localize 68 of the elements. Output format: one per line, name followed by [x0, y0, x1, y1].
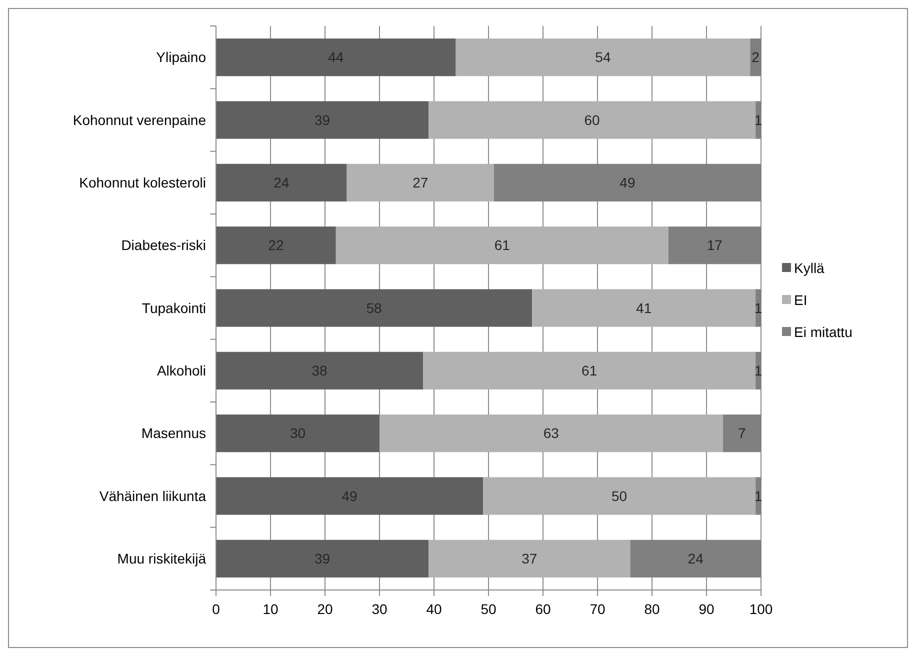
y-tick-label: Alkoholi	[156, 362, 206, 379]
bar	[216, 540, 429, 578]
y-tick-label: Masennus	[141, 425, 206, 442]
data-label: 63	[543, 425, 560, 442]
data-label: 61	[494, 237, 510, 254]
bar	[336, 226, 668, 264]
data-label: 22	[268, 237, 284, 254]
data-label: 24	[688, 550, 704, 567]
data-label: 1	[754, 362, 762, 379]
y-tick-label: Ylipaino	[156, 49, 206, 66]
data-label: 39	[314, 550, 330, 567]
x-tick-label: 100	[749, 601, 773, 617]
data-label: 2	[752, 49, 760, 66]
bar	[216, 352, 424, 390]
y-tick-label: Kohonnut kolesteroli	[79, 174, 206, 191]
bar	[380, 414, 723, 452]
bar	[428, 101, 756, 139]
data-label: 49	[620, 174, 636, 191]
bar	[216, 477, 484, 515]
y-tick-label: Kohonnut verenpaine	[72, 112, 206, 128]
legend-label: Kyllä	[794, 260, 825, 276]
y-tick-label: Vähäinen liikunta	[99, 488, 206, 504]
x-tick-label: 80	[644, 601, 660, 617]
x-tick-label: 70	[590, 601, 606, 617]
data-label: 38	[312, 362, 328, 379]
data-label: 27	[412, 174, 428, 191]
data-label: 41	[636, 300, 652, 316]
data-label: 1	[754, 112, 762, 128]
bar	[456, 38, 750, 76]
data-label: 24	[274, 174, 290, 191]
bar	[532, 289, 756, 327]
x-tick-label: 50	[480, 601, 496, 617]
legend-label: Ei mitattu	[794, 324, 852, 340]
data-label: 50	[612, 488, 628, 504]
bar	[216, 414, 380, 452]
x-tick-label: 10	[262, 601, 278, 617]
bar	[423, 352, 756, 390]
bar	[216, 226, 336, 264]
x-tick-label: 60	[535, 601, 551, 617]
data-label: 60	[584, 112, 600, 128]
x-tick-label: 0	[212, 601, 220, 617]
data-label: 49	[342, 488, 358, 504]
legend-label: EI	[794, 292, 808, 308]
bar	[346, 164, 494, 202]
data-label: 30	[290, 425, 306, 442]
y-tick-label: Diabetes-riski	[121, 237, 206, 254]
y-tick-label: Tupakointi	[142, 300, 206, 316]
data-label: 7	[738, 425, 746, 442]
data-label: 44	[328, 49, 344, 66]
data-label: 39	[314, 112, 330, 128]
data-label: 1	[754, 300, 762, 316]
data-label: 1	[754, 488, 762, 504]
bar	[216, 164, 347, 202]
bar	[216, 101, 429, 139]
data-label: 17	[706, 237, 723, 254]
data-label: 61	[582, 362, 598, 379]
x-tick-label: 40	[426, 601, 442, 617]
x-tick-label: 20	[317, 601, 333, 617]
data-label: 37	[522, 550, 538, 567]
bar	[216, 289, 532, 327]
bar	[216, 38, 456, 76]
bar	[428, 540, 630, 578]
x-tick-label: 90	[698, 601, 714, 617]
x-tick-label: 30	[372, 601, 388, 617]
data-label: 58	[366, 300, 382, 316]
bar	[483, 477, 756, 515]
y-tick-label: Muu riskitekijä	[117, 550, 206, 567]
data-label: 54	[595, 49, 611, 66]
